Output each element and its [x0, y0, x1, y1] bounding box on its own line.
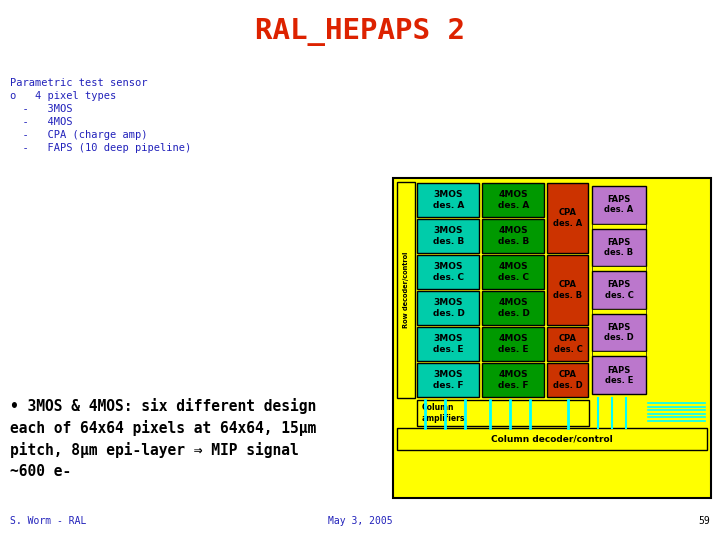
- Bar: [417, 363, 479, 397]
- Text: 4MOS
des. A: 4MOS des. A: [498, 190, 529, 210]
- Text: FAPS
des. D: FAPS des. D: [604, 323, 634, 342]
- Text: -   CPA (charge amp): - CPA (charge amp): [10, 130, 148, 140]
- Text: 3MOS
des. C: 3MOS des. C: [433, 262, 464, 282]
- Text: Row decoder/control: Row decoder/control: [403, 252, 409, 328]
- Bar: [592, 352, 646, 356]
- Bar: [592, 186, 646, 224]
- Text: 3MOS
des. E: 3MOS des. E: [433, 334, 464, 354]
- Bar: [417, 400, 589, 426]
- Text: S. Worm - RAL: S. Worm - RAL: [10, 516, 86, 526]
- Text: 4MOS
des. B: 4MOS des. B: [498, 226, 529, 246]
- Text: FAPS
des. E: FAPS des. E: [605, 366, 633, 385]
- Text: FAPS
des. A: FAPS des. A: [604, 195, 634, 214]
- Text: 4MOS
des. D: 4MOS des. D: [498, 298, 529, 318]
- Bar: [547, 183, 588, 253]
- Text: -   3MOS: - 3MOS: [10, 104, 73, 114]
- Bar: [482, 183, 544, 217]
- Text: Parametric test sensor: Parametric test sensor: [10, 78, 148, 88]
- Bar: [482, 363, 544, 397]
- Text: Column
amplifiers: Column amplifiers: [422, 403, 465, 423]
- Text: CPA
des. B: CPA des. B: [554, 280, 582, 300]
- Bar: [592, 356, 646, 394]
- Text: -   FAPS (10 deep pipeline): - FAPS (10 deep pipeline): [10, 143, 192, 153]
- Text: • 3MOS & 4MOS: six different design: • 3MOS & 4MOS: six different design: [10, 398, 316, 414]
- Text: 3MOS
des. A: 3MOS des. A: [433, 190, 464, 210]
- Text: May 3, 2005: May 3, 2005: [328, 516, 392, 526]
- Bar: [592, 228, 646, 266]
- Bar: [547, 255, 588, 325]
- Text: each of 64x64 pixels at 64x64, 15μm: each of 64x64 pixels at 64x64, 15μm: [10, 420, 316, 436]
- Bar: [592, 309, 646, 314]
- Text: FAPS
des. C: FAPS des. C: [605, 280, 634, 300]
- Bar: [417, 327, 479, 361]
- Bar: [592, 224, 646, 228]
- Text: pitch, 8μm epi-layer ⇒ MIP signal: pitch, 8μm epi-layer ⇒ MIP signal: [10, 442, 299, 458]
- Bar: [592, 271, 646, 309]
- Text: 4MOS
des. E: 4MOS des. E: [498, 334, 528, 354]
- Bar: [397, 428, 707, 450]
- Bar: [482, 255, 544, 289]
- Bar: [417, 219, 479, 253]
- Text: 59: 59: [698, 516, 710, 526]
- Text: ~600 e-: ~600 e-: [10, 464, 71, 479]
- Text: 4MOS
des. F: 4MOS des. F: [498, 370, 528, 390]
- Text: RAL_HEPAPS 2: RAL_HEPAPS 2: [255, 18, 465, 46]
- Text: 3MOS
des. F: 3MOS des. F: [433, 370, 464, 390]
- Bar: [417, 183, 479, 217]
- Bar: [393, 178, 711, 498]
- Bar: [592, 314, 646, 352]
- Text: 3MOS
des. D: 3MOS des. D: [433, 298, 464, 318]
- Text: -   4MOS: - 4MOS: [10, 117, 73, 127]
- Text: CPA
des. D: CPA des. D: [553, 370, 583, 390]
- Bar: [482, 219, 544, 253]
- Text: o   4 pixel types: o 4 pixel types: [10, 91, 116, 101]
- Text: Column decoder/control: Column decoder/control: [491, 435, 613, 443]
- Bar: [547, 327, 588, 361]
- Text: 4MOS
des. C: 4MOS des. C: [498, 262, 529, 282]
- Bar: [482, 291, 544, 325]
- Text: CPA
des. A: CPA des. A: [554, 208, 582, 228]
- Bar: [417, 255, 479, 289]
- Bar: [397, 182, 415, 398]
- Bar: [547, 363, 588, 397]
- Bar: [482, 327, 544, 361]
- Text: CPA
des. C: CPA des. C: [554, 334, 582, 354]
- Bar: [592, 266, 646, 271]
- Text: FAPS
des. B: FAPS des. B: [604, 238, 634, 257]
- Bar: [417, 291, 479, 325]
- Text: 3MOS
des. B: 3MOS des. B: [433, 226, 464, 246]
